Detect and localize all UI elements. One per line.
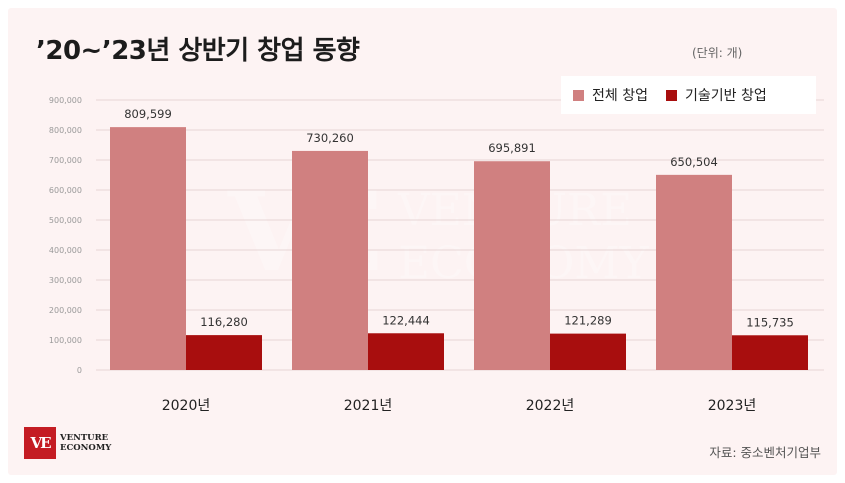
y-tick-label: 400,000	[49, 246, 82, 255]
data-label: 695,891	[488, 141, 536, 155]
source-note: 자료: 중소벤처기업부	[709, 445, 821, 460]
legend: 전체 창업 기술기반 창업	[561, 76, 816, 114]
legend-item-total: 전체 창업	[573, 85, 648, 105]
bar-chart: 0 100,000 200,000 300,000 400,000 500,000 600,…	[49, 96, 824, 414]
brand-logo: VE VENTURE ECONOMY	[24, 427, 111, 459]
bar-total	[474, 161, 550, 370]
x-tick-label: 2022년	[526, 398, 575, 414]
bar-tech	[732, 335, 808, 370]
bar-total	[110, 127, 186, 370]
x-tick-label: 2023년	[708, 398, 757, 414]
bar-total	[292, 150, 368, 370]
y-tick-label: 0	[77, 366, 82, 375]
data-label: 115,735	[746, 315, 794, 329]
x-tick-label: 2021년	[344, 398, 393, 414]
bar-total	[656, 174, 732, 370]
x-tick-label: 2020년	[162, 398, 211, 414]
y-tick-label: 300,000	[49, 276, 82, 285]
logo-line2: ECONOMY	[60, 443, 112, 453]
data-label: 122,444	[382, 313, 430, 327]
y-tick-label: 600,000	[49, 186, 82, 195]
data-label: 809,599	[124, 107, 172, 121]
y-tick-label: 100,000	[49, 336, 82, 345]
legend-swatch-tech	[665, 89, 677, 101]
bar-tech	[550, 333, 626, 370]
bar-tech	[186, 335, 262, 370]
data-label: 730,260	[306, 131, 354, 145]
legend-label-tech: 기술기반 창업	[684, 88, 767, 104]
data-label: 116,280	[200, 315, 248, 329]
y-tick-label: 900,000	[49, 96, 82, 105]
logo-text: VENTURE ECONOMY	[60, 433, 111, 453]
logo-line1: VENTURE	[60, 433, 109, 443]
legend-item-tech: 기술기반 창업	[665, 85, 767, 105]
data-label: 121,289	[564, 314, 612, 328]
logo-mark: VE	[24, 427, 56, 459]
legend-label-total: 전체 창업	[592, 88, 648, 104]
y-tick-label: 800,000	[49, 126, 82, 135]
chart-title: ’20~’23년 상반기 창업 동향	[36, 36, 360, 66]
legend-swatch-total	[573, 89, 584, 101]
data-label: 650,504	[670, 155, 718, 169]
y-tick-label: 200,000	[49, 306, 82, 315]
bar-tech	[368, 333, 444, 370]
y-tick-label: 700,000	[49, 156, 82, 165]
chart-card: ’20~’23년 상반기 창업 동향 (단위: 개) VE VENTURE EC…	[8, 8, 837, 475]
unit-note: (단위: 개)	[692, 46, 743, 60]
y-tick-label: 500,000	[49, 216, 82, 225]
